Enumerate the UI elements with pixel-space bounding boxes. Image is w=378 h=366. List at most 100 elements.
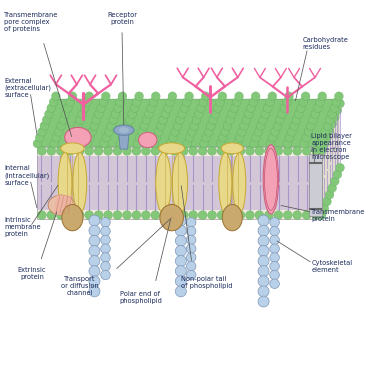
Circle shape <box>175 266 186 277</box>
Circle shape <box>151 146 160 155</box>
Circle shape <box>271 127 280 136</box>
Circle shape <box>318 92 327 101</box>
Circle shape <box>208 211 217 220</box>
Circle shape <box>170 146 179 155</box>
Circle shape <box>101 270 110 280</box>
Circle shape <box>237 127 246 136</box>
Circle shape <box>175 246 186 256</box>
Circle shape <box>166 139 175 148</box>
Circle shape <box>255 146 264 155</box>
Circle shape <box>42 116 51 124</box>
Ellipse shape <box>219 153 232 213</box>
Circle shape <box>270 244 279 253</box>
Circle shape <box>235 133 244 142</box>
Circle shape <box>67 139 75 148</box>
Ellipse shape <box>139 132 157 147</box>
Polygon shape <box>54 195 72 215</box>
Circle shape <box>235 92 243 101</box>
Ellipse shape <box>73 153 87 213</box>
Circle shape <box>301 92 310 101</box>
Ellipse shape <box>221 143 243 154</box>
Circle shape <box>246 146 254 155</box>
Circle shape <box>202 133 211 142</box>
Circle shape <box>311 110 320 118</box>
Circle shape <box>85 133 94 142</box>
Circle shape <box>113 211 122 220</box>
Circle shape <box>201 92 210 101</box>
Circle shape <box>154 127 163 136</box>
Circle shape <box>54 127 63 136</box>
Circle shape <box>304 127 313 136</box>
Circle shape <box>133 139 142 148</box>
Circle shape <box>38 127 46 136</box>
Circle shape <box>37 146 46 155</box>
Circle shape <box>132 211 141 220</box>
Circle shape <box>68 92 77 101</box>
Circle shape <box>317 146 326 155</box>
Circle shape <box>166 98 175 107</box>
Circle shape <box>223 122 232 130</box>
Circle shape <box>226 146 235 155</box>
Circle shape <box>175 215 186 226</box>
Circle shape <box>49 98 58 107</box>
Circle shape <box>122 211 132 220</box>
Text: Transmembrane
protein: Transmembrane protein <box>311 209 366 222</box>
Text: Receptor
protein: Receptor protein <box>107 12 137 25</box>
Circle shape <box>40 122 49 130</box>
Circle shape <box>147 104 156 112</box>
Circle shape <box>309 116 318 124</box>
Text: Extrinsic
protein: Extrinsic protein <box>18 267 46 280</box>
Circle shape <box>254 127 263 136</box>
Circle shape <box>151 211 160 220</box>
Circle shape <box>270 227 279 236</box>
Text: Non-polar tail
of phospholipid: Non-polar tail of phospholipid <box>181 276 232 289</box>
Circle shape <box>61 110 70 118</box>
Circle shape <box>150 139 158 148</box>
Circle shape <box>211 110 220 118</box>
Ellipse shape <box>61 143 84 154</box>
Circle shape <box>322 197 331 206</box>
Circle shape <box>292 116 301 124</box>
Circle shape <box>171 127 180 136</box>
Circle shape <box>149 98 158 107</box>
Circle shape <box>221 127 230 136</box>
Circle shape <box>198 146 207 155</box>
Circle shape <box>109 116 118 124</box>
Circle shape <box>101 92 110 101</box>
Circle shape <box>173 122 182 130</box>
Circle shape <box>194 110 203 118</box>
Circle shape <box>270 279 279 288</box>
Circle shape <box>204 127 213 136</box>
Circle shape <box>101 261 110 271</box>
Circle shape <box>270 235 279 244</box>
Circle shape <box>249 98 258 107</box>
Circle shape <box>45 110 53 118</box>
Circle shape <box>325 126 334 135</box>
Circle shape <box>104 211 113 220</box>
Circle shape <box>152 133 161 142</box>
Circle shape <box>85 146 94 155</box>
Circle shape <box>284 146 292 155</box>
Circle shape <box>121 127 130 136</box>
Polygon shape <box>37 156 321 210</box>
Circle shape <box>83 139 92 148</box>
Circle shape <box>332 98 341 107</box>
Circle shape <box>116 98 125 107</box>
Circle shape <box>47 211 56 220</box>
Circle shape <box>249 139 258 148</box>
Circle shape <box>178 110 187 118</box>
Circle shape <box>270 270 279 280</box>
Circle shape <box>159 116 167 124</box>
Circle shape <box>261 110 270 118</box>
Circle shape <box>189 146 198 155</box>
Circle shape <box>66 211 74 220</box>
Circle shape <box>80 104 89 112</box>
Circle shape <box>128 110 136 118</box>
Circle shape <box>217 146 226 155</box>
Circle shape <box>151 92 160 101</box>
Circle shape <box>218 133 227 142</box>
Circle shape <box>293 211 302 220</box>
Circle shape <box>132 98 141 107</box>
Circle shape <box>230 104 239 112</box>
Circle shape <box>101 227 110 236</box>
